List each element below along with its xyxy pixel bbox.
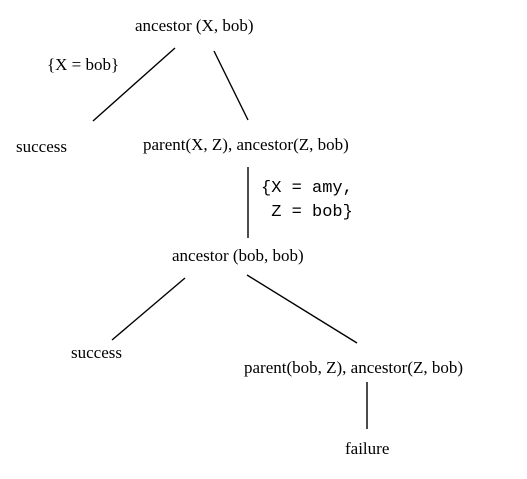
node-parent-ancestor-goal: parent(X, Z), ancestor(Z, bob) <box>143 135 349 154</box>
node-failure: failure <box>345 439 390 458</box>
node-success-left: success <box>16 137 67 156</box>
edge-root-to-parent-goal <box>213 50 249 121</box>
edge-label-substitution-line-1: {X = amy, <box>261 179 353 198</box>
edge-ancestor-bob-to-parent-bob-goal <box>246 274 358 344</box>
node-ancestor-bob-bob: ancestor (bob, bob) <box>172 246 304 265</box>
node-root-goal: ancestor (X, bob) <box>135 16 254 35</box>
edge-label-x-equals-bob: {X = bob} <box>47 55 120 74</box>
node-success-lower: success <box>71 343 122 362</box>
edge-ancestor-bob-to-success <box>111 277 186 341</box>
edge-label-substitution-line-2: Z = bob} <box>261 203 353 222</box>
node-parent-bob-ancestor-goal: parent(bob, Z), ancestor(Z, bob) <box>244 358 464 377</box>
edge-root-to-success <box>92 47 176 122</box>
